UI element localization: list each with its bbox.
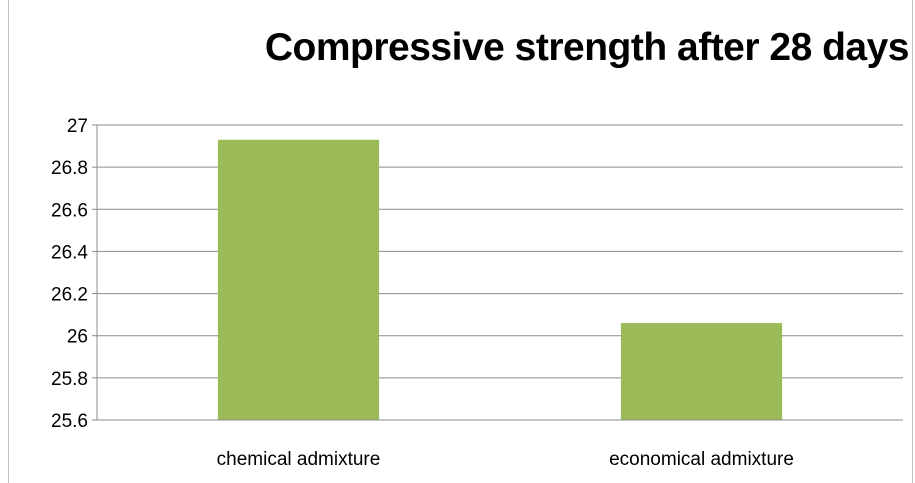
y-tick-label: 26.4	[51, 242, 88, 263]
x-category-label: chemical admixture	[217, 449, 381, 470]
y-tick-label: 26.8	[51, 158, 88, 179]
x-category-label: economical admixture	[609, 449, 794, 470]
chart-title: Compressive strength after 28 days	[264, 26, 910, 69]
y-tick-label: 26.2	[51, 285, 88, 306]
y-tick-label: 27	[67, 116, 88, 137]
bar-chemical-admixture	[217, 139, 380, 420]
y-tick-label: 26.6	[51, 200, 88, 221]
y-tick-label: 26	[67, 327, 88, 348]
bars	[217, 139, 783, 420]
y-tick-label: 25.6	[51, 411, 88, 432]
axes	[92, 124, 903, 421]
bar-economical-admixture	[620, 323, 783, 420]
labels: 25.6 25.8 26 26.2 26.4 26.6 26.8 27 chemical adm…	[51, 116, 794, 470]
y-tick-label: 25.8	[51, 369, 88, 390]
